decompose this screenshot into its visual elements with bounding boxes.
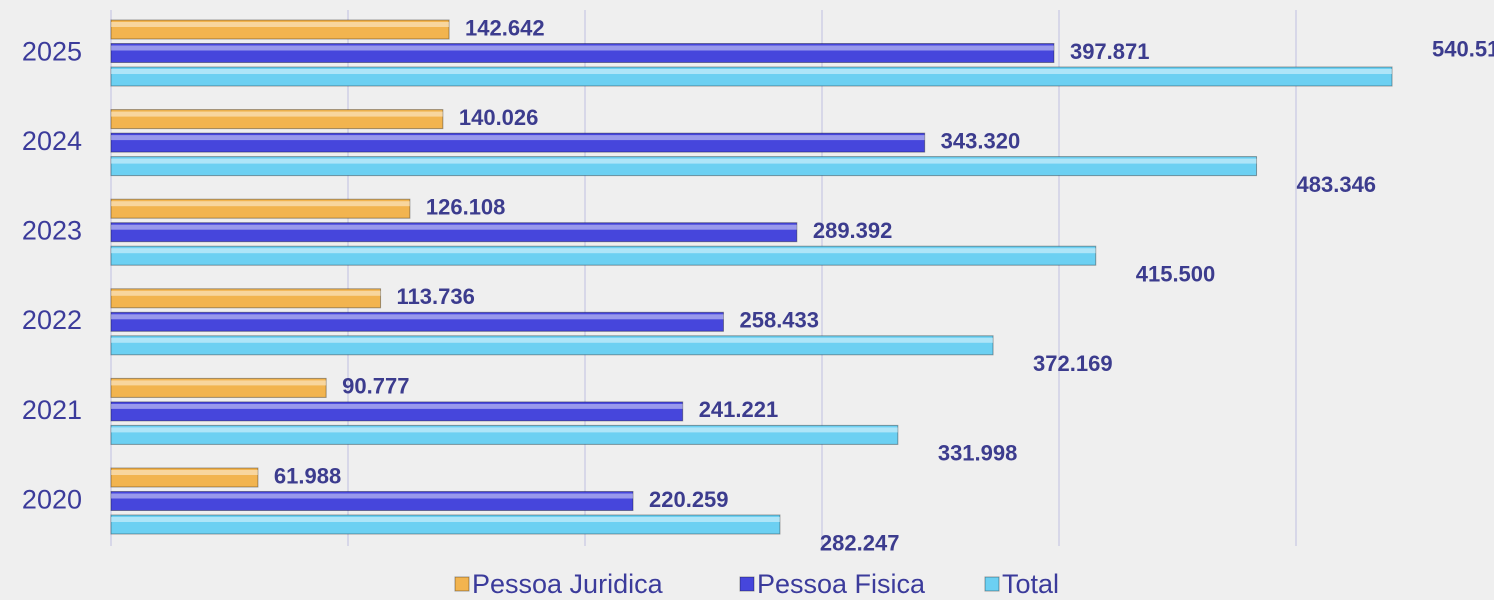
value-label: 331.998 <box>938 441 1018 466</box>
bar-highlight <box>111 69 1393 74</box>
bar <box>110 311 724 332</box>
y-tick-label: 2025 <box>22 36 82 66</box>
y-tick-label: 2021 <box>22 395 82 425</box>
legend-marker <box>739 576 755 592</box>
bar-highlight <box>111 158 1257 164</box>
bar-highlight <box>111 337 994 343</box>
bar-highlight <box>111 248 1096 254</box>
value-label: 90.777 <box>342 374 409 399</box>
bar <box>110 156 1258 177</box>
bar-highlight <box>111 380 327 386</box>
bar <box>110 288 382 309</box>
value-label: 258.433 <box>739 308 819 333</box>
value-label: 540.513 <box>1432 36 1494 61</box>
legend-label: Pessoa Juridica <box>472 569 664 599</box>
value-label: 113.736 <box>397 284 475 309</box>
bar-highlight <box>111 22 450 27</box>
value-label: 372.169 <box>1033 351 1113 376</box>
value-label: 397.871 <box>1070 39 1150 64</box>
value-label: 126.108 <box>426 195 506 220</box>
value-label: 483.346 <box>1297 172 1377 197</box>
value-label: 61.988 <box>274 463 341 488</box>
bar <box>110 66 1393 87</box>
legend-label: Total <box>1002 569 1059 599</box>
value-label: 415.500 <box>1136 262 1216 287</box>
bar-highlight <box>111 45 1054 51</box>
y-tick-label: 2023 <box>22 216 82 246</box>
value-label: 142.642 <box>465 15 545 40</box>
bar-highlight <box>111 201 410 207</box>
y-tick-label: 2020 <box>22 484 82 514</box>
bar <box>110 43 1055 63</box>
bar-highlight <box>111 427 898 433</box>
bar <box>110 335 994 356</box>
bar <box>110 132 926 153</box>
bar <box>110 401 684 422</box>
legend-marker <box>454 576 470 592</box>
value-label: 241.221 <box>699 397 779 422</box>
bar-highlight <box>111 493 634 499</box>
legend-marker <box>984 576 1000 592</box>
bar-highlight <box>111 403 683 409</box>
value-label: 343.320 <box>941 128 1021 153</box>
bar <box>110 514 781 535</box>
bar <box>110 424 899 445</box>
bar-highlight <box>111 314 724 320</box>
bar <box>110 491 634 511</box>
y-tick-label: 2022 <box>22 305 82 335</box>
bar-highlight <box>111 517 780 522</box>
bar-highlight <box>111 111 443 117</box>
value-label: 282.247 <box>820 530 900 555</box>
bar-highlight <box>111 135 925 141</box>
legend-label: Pessoa Fisica <box>757 569 926 599</box>
bar <box>110 377 327 398</box>
value-label: 220.259 <box>649 487 729 512</box>
bar <box>110 19 450 40</box>
value-label: 140.026 <box>459 105 539 130</box>
bar <box>110 198 411 219</box>
bar-highlight <box>111 290 381 296</box>
bar <box>110 109 444 130</box>
bar <box>110 222 798 243</box>
bar <box>110 245 1097 266</box>
bar-highlight <box>111 470 258 475</box>
y-tick-label: 2024 <box>22 126 82 156</box>
value-label: 289.392 <box>813 218 893 243</box>
bar <box>110 467 259 488</box>
bar-highlight <box>111 224 797 230</box>
